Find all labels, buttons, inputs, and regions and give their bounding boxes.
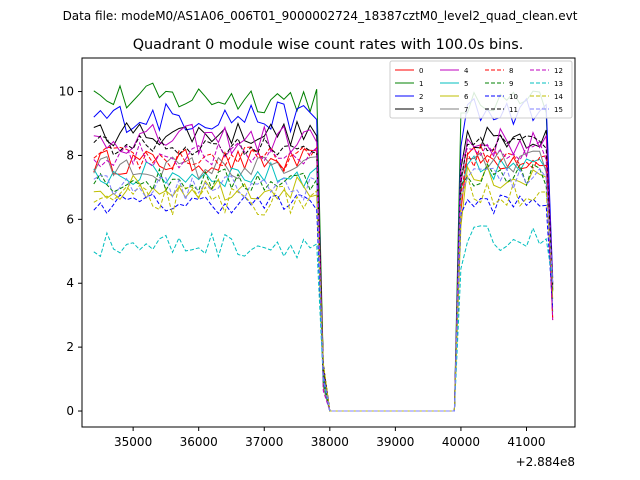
legend-label: 13 (554, 80, 563, 88)
x-axis: 35000 36000 37000 38000 39000 40000 41000 (114, 427, 546, 449)
legend-label: 0 (419, 67, 423, 75)
legend-label: 6 (464, 93, 469, 101)
y-tick-label: 6 (66, 212, 74, 226)
suptitle: Data file: modeM0/AS1A06_006T01_90000027… (63, 9, 578, 23)
y-tick-label: 2 (66, 340, 74, 354)
legend-label: 2 (419, 93, 423, 101)
legend-label: 10 (509, 93, 518, 101)
legend-label: 11 (509, 106, 518, 114)
legend-label: 15 (554, 106, 563, 114)
series-line-14 (93, 174, 554, 412)
x-tick-label: 35000 (114, 435, 152, 449)
x-tick-label: 41000 (507, 435, 545, 449)
y-tick-label: 8 (66, 148, 74, 162)
legend-label: 7 (464, 106, 468, 114)
series-line-13 (93, 225, 554, 412)
y-tick-label: 4 (66, 276, 74, 290)
series-line-11 (93, 134, 554, 412)
series-line-15 (93, 167, 554, 412)
x-offset-label: +2.884e8 (516, 455, 575, 469)
x-tick-label: 37000 (245, 435, 283, 449)
legend-label: 4 (464, 67, 469, 75)
chart-title: Quadrant 0 module wise count rates with … (133, 37, 524, 53)
x-tick-label: 40000 (442, 435, 480, 449)
legend-label: 5 (464, 80, 468, 88)
x-tick-label: 36000 (180, 435, 218, 449)
legend-label: 3 (419, 106, 423, 114)
legend-label: 12 (554, 67, 563, 75)
plot-frame (81, 57, 576, 428)
legend-box (389, 60, 573, 119)
y-tick-label: 10 (59, 85, 74, 99)
y-tick-label: 0 (66, 404, 74, 418)
x-tick-label: 38000 (311, 435, 349, 449)
legend-label: 9 (509, 80, 513, 88)
series-line-7 (93, 148, 554, 412)
plot-lines (93, 82, 554, 412)
series-line-9 (93, 162, 554, 412)
legend-label: 1 (419, 80, 423, 88)
legend-label: 14 (554, 93, 563, 101)
x-tick-label: 39000 (376, 435, 414, 449)
y-axis: 0 2 4 6 8 10 (59, 85, 82, 418)
series-line-12 (93, 141, 554, 412)
legend-label: 8 (509, 67, 513, 75)
